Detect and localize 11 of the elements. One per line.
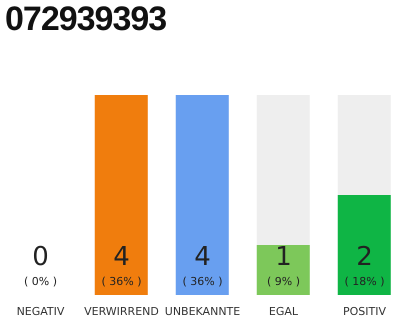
x-tick-label: NEGATIV <box>16 305 65 318</box>
data-label: 2 ( 18% ) <box>344 242 385 288</box>
data-label: 0 ( 0% ) <box>24 242 58 288</box>
data-label: 4 ( 36% ) <box>182 242 223 288</box>
x-tick-label: POSITIV <box>342 305 386 318</box>
x-tick-label: UNBEKANNTE <box>164 305 240 318</box>
chart-title: 072939393 <box>5 0 166 39</box>
data-label: 4 ( 36% ) <box>101 242 142 288</box>
x-tick-label: EGAL <box>268 305 299 318</box>
data-label: 1 ( 9% ) <box>266 242 300 288</box>
x-tick-label: VERWIRREND <box>84 305 159 318</box>
